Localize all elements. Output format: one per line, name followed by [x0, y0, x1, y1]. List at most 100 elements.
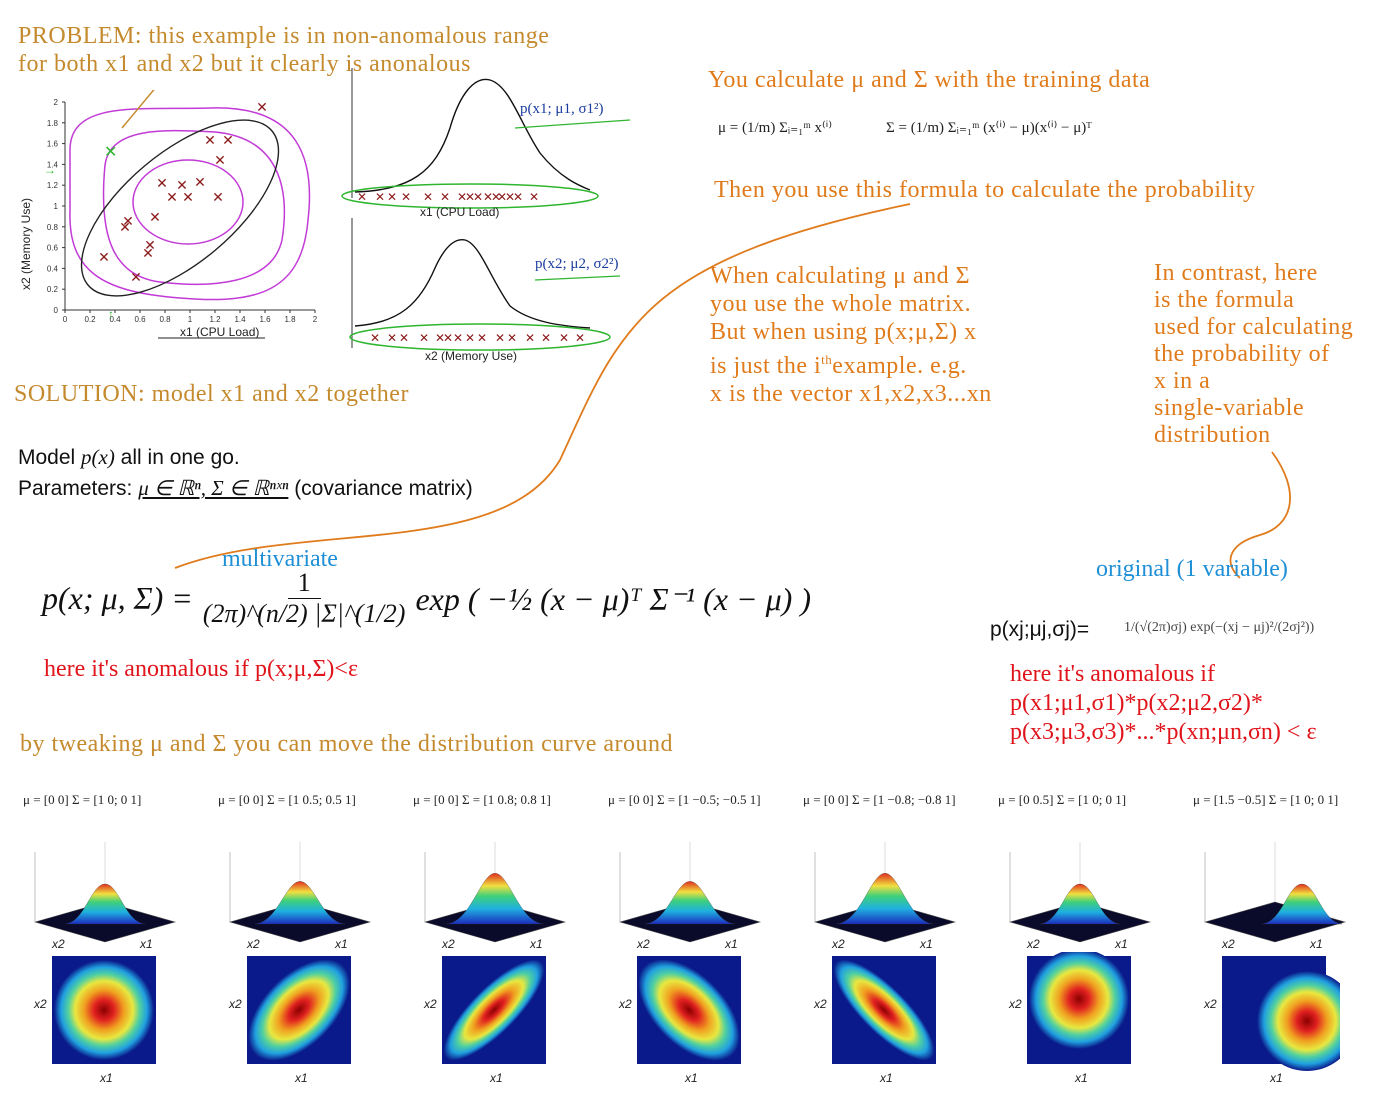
calc-title: You calculate μ and Σ with the training … [708, 67, 1151, 93]
model-block: Model p(x) all in one go. Parameters: μ … [18, 442, 473, 504]
curve1-band [341, 183, 599, 209]
data-point: ✕ [222, 132, 234, 148]
curve1-xlabel: x1 (CPU Load) [420, 205, 499, 219]
data-point: ✕ [194, 174, 206, 190]
surface-plot: x2 x1 [813, 842, 957, 951]
heatmap-plot: x2 x1 [813, 956, 936, 1085]
sigma-formula: Σ = (1/m) Σᵢ₌₁ᵐ (x⁽ⁱ⁾ − μ)(x⁽ⁱ⁾ − μ)ᵀ [886, 120, 1092, 136]
problem-line2: for both x1 and x2 but it clearly is ano… [18, 51, 471, 77]
scatter-yticks: 2 1.8 1.6 1.4 1.2 1 0.8 0.6 0.4 0.2 0 [47, 98, 65, 315]
heatmap-plot: x2 x1 [618, 956, 741, 1085]
data-point: ✕ [204, 132, 216, 148]
heatmap-plot: x2 x1 [228, 956, 351, 1085]
axis-x2-label: x2 [441, 937, 455, 951]
panel-mu: μ = [0 0] [803, 792, 849, 807]
ytick-label: 0.4 [47, 264, 59, 273]
surface-plot: x2 x1 [1203, 842, 1347, 951]
problem-text: PROBLEM: this example is in non-anomalou… [18, 22, 549, 78]
contour-inner [132, 159, 244, 245]
data-point: ✕ [399, 331, 409, 345]
curve2-xlabel: x2 (Memory Use) [425, 349, 517, 363]
panel-sigma: Σ = [1 0; 0 1] [1265, 792, 1339, 807]
multivariate-label: multivariate [222, 546, 338, 572]
then-text: Then you use this formula to calculate t… [714, 177, 1256, 203]
data-point: ✕ [497, 190, 507, 204]
original-rhs: 1/(√(2π)σj) exp(−(xj − μj)²/(2σj²)) [1124, 620, 1315, 635]
curve2-note: p(x2; μ2, σ2²) [535, 256, 619, 272]
ytick-label: 0.6 [47, 244, 59, 253]
multivariate-formula: p(x; μ, Σ) = 1 (2π)^(n/2) |Σ|^(1/2) exp … [42, 568, 811, 628]
heatmap-x2-label: x2 [618, 997, 632, 1011]
data-point: ✕ [435, 331, 445, 345]
axis-x1-label: x1 [919, 937, 933, 951]
panel-mu: μ = [0 0] [413, 792, 459, 807]
heatmap-x2-label: x2 [1203, 997, 1217, 1011]
data-point: ✕ [375, 190, 385, 204]
distribution-panel: μ = [1.5 −0.5] Σ = [1 0; 0 1] x2 x1 x2 x1 [1185, 780, 1370, 1090]
data-point: ✕ [142, 245, 154, 261]
data-point: ✕ [457, 190, 467, 204]
axis-x2-label: x2 [51, 937, 65, 951]
data-point: ✕ [507, 331, 517, 345]
axis-x1-label: x1 [139, 937, 153, 951]
panel-sigma: Σ = [1 0.8; 0.8 1] [458, 792, 551, 807]
original-label: original (1 variable) [1096, 556, 1288, 582]
original-anomalous: here it's anomalous if p(x1;μ1,σ1)*p(x2;… [1010, 661, 1317, 745]
panel-mu: μ = [1.5 −0.5] [1193, 792, 1266, 807]
data-point: ✕ [156, 175, 168, 191]
data-point: ✕ [477, 331, 487, 345]
contour-outer [69, 107, 311, 301]
axis-x2-label: x2 [831, 937, 845, 951]
xtick-label: 1.8 [284, 315, 296, 324]
scatter-ylabel: x2 (Memory Use) [19, 198, 33, 290]
axis-x2-label: x2 [1221, 937, 1235, 951]
xtick-label: 0.8 [159, 315, 171, 324]
xtick-label: 1 [188, 315, 193, 324]
heatmap-x1-label: x1 [294, 1071, 308, 1085]
distribution-panel: μ = [0 0] Σ = [1 −0.5; −0.5 1] x2 x1 x2 x1 [600, 780, 785, 1090]
data-point: ✕ [483, 190, 493, 204]
panel-sigma: Σ = [1 −0.5; −0.5 1] [653, 792, 761, 807]
xtick-label: 1.6 [259, 315, 271, 324]
axis-x1-label: x1 [1114, 937, 1128, 951]
curve2-gaussian [354, 239, 591, 329]
curve2-band [349, 323, 611, 351]
xtick-label: 1.2 [209, 315, 221, 324]
model-line2: Parameters: μ ∈ ℝⁿ, Σ ∈ ℝⁿˣⁿ (covariance… [18, 476, 473, 500]
ytick-label: 0 [54, 306, 59, 315]
curve1-plot: ✕ ✕ ✕ ✕ ✕ ✕ ✕✕✕ ✕✕✕✕✕ ✕ x1 (CPU Load) p(x1; μ1, … [341, 68, 631, 219]
original-lhs: p(xj;μj,σj)= [990, 618, 1090, 641]
data-point: ✕ [387, 331, 397, 345]
data-point: ✕ [122, 213, 134, 229]
data-point: ✕ [182, 189, 194, 205]
data-point: ✕ [119, 219, 131, 235]
xtick-label: 0.2 [84, 315, 96, 324]
data-point: ✕ [98, 249, 110, 265]
ytick-label: 2 [54, 98, 59, 107]
heatmap-x1-label: x1 [684, 1071, 698, 1085]
surface-plot: x2 x1 [1008, 842, 1152, 951]
heatmap-x2-label: x2 [813, 997, 827, 1011]
ytick-label: 1.8 [47, 119, 59, 128]
heatmap-x2-label: x2 [1008, 997, 1022, 1011]
panel-sigma: Σ = [1 0; 0 1] [68, 792, 142, 807]
data-point: ✕ [212, 189, 224, 205]
multivariate-anomalous: here it's anomalous if p(x;μ,Σ)<ε [44, 656, 359, 682]
heatmap-x1-label: x1 [99, 1071, 113, 1085]
axis-x1-label: x1 [529, 937, 543, 951]
panel-sigma: Σ = [1 0; 0 1] [1053, 792, 1127, 807]
data-point: ✕ [149, 209, 161, 225]
axis-x1-label: x1 [1309, 937, 1323, 951]
data-point: ✕ [370, 331, 380, 345]
data-point: ✕ [423, 190, 433, 204]
data-point: ✕ [401, 190, 411, 204]
axis-x2-label: x2 [636, 937, 650, 951]
distribution-panel: μ = [0 0] Σ = [1 −0.8; −0.8 1] x2 x1 x2 x1 [795, 780, 980, 1090]
axis-x1-label: x1 [334, 937, 348, 951]
xtick-label: 0 [63, 315, 68, 324]
data-point: ✕ [419, 331, 429, 345]
heatmap-plot: x2 x1 [33, 956, 156, 1085]
data-point: ✕ [387, 190, 397, 204]
whole-matrix-text: When calculating μ and Σ you use the who… [710, 263, 992, 407]
surface-plot: x2 x1 [33, 842, 177, 951]
